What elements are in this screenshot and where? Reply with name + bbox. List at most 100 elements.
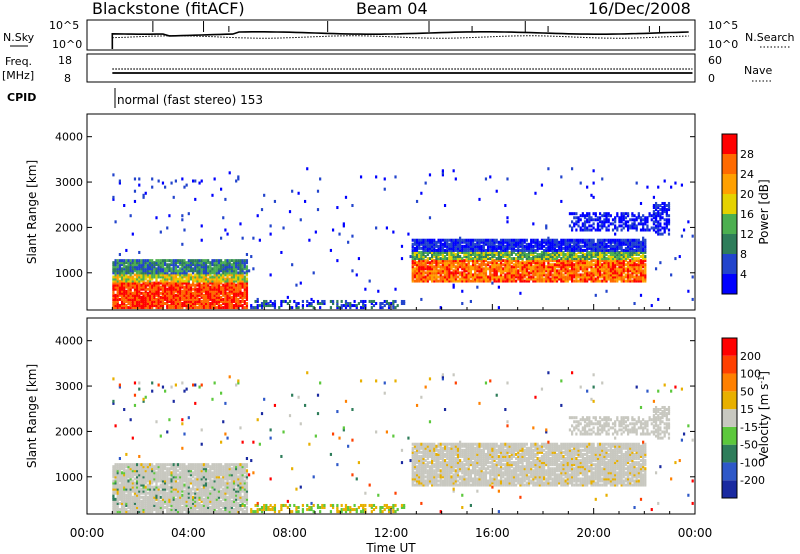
scatter-cell	[635, 218, 638, 222]
scatter-cell	[166, 510, 169, 514]
scatter-cell	[545, 257, 548, 261]
scatter-cell	[140, 481, 143, 485]
scatter-cell	[222, 261, 225, 265]
scatter-cell	[428, 250, 432, 254]
scatter-cell	[639, 250, 643, 254]
scatter-cell	[125, 508, 128, 512]
scatter-cell	[136, 297, 139, 301]
scatter-cell	[131, 267, 134, 271]
scatter-cell	[424, 255, 427, 259]
scatter-cell	[435, 263, 438, 267]
scatter-cell	[172, 304, 175, 308]
scatter-cell	[140, 467, 143, 471]
scatter-cell	[198, 304, 201, 308]
scatter-cell	[543, 271, 546, 275]
scatter-cell	[252, 236, 255, 240]
scatter-cell	[637, 279, 640, 283]
scatter-cell	[620, 246, 623, 250]
scatter-cell	[592, 242, 595, 246]
scatter-cell	[209, 271, 212, 275]
scatter-cell	[581, 277, 584, 281]
scatter-cell	[443, 255, 447, 259]
scatter-cell	[573, 271, 576, 275]
scatter-cell	[146, 263, 149, 267]
scatter-cell	[120, 299, 124, 303]
scatter-cell	[355, 306, 358, 310]
scatter-cell	[566, 261, 569, 265]
scatter-cell	[508, 246, 511, 250]
scatter-cell	[543, 273, 546, 277]
scatter-cell	[114, 304, 117, 308]
scatter-cell	[301, 306, 305, 310]
scatter-cell	[540, 242, 544, 246]
scatter-cell	[586, 253, 589, 257]
scatter-cell	[659, 216, 662, 220]
scatter-cell	[570, 226, 574, 230]
scatter-cell	[534, 261, 537, 265]
scatter-cell	[136, 304, 139, 308]
scatter-cell	[202, 299, 205, 303]
scatter-cell	[133, 269, 137, 273]
scatter-cell	[465, 269, 468, 273]
scatter-cell	[209, 269, 212, 273]
scatter-cell	[142, 485, 145, 489]
scatter-cell	[583, 259, 587, 263]
scatter-cell	[420, 279, 423, 283]
scatter-cell	[605, 250, 608, 254]
scatter-cell	[538, 257, 541, 261]
scatter-cell	[618, 267, 621, 271]
scatter-cell	[575, 248, 578, 252]
scatter-cell	[228, 306, 231, 310]
scatter-cell	[629, 265, 632, 269]
scatter-cell	[426, 273, 429, 277]
scatter-cell	[243, 295, 246, 299]
scatter-cell	[478, 242, 481, 246]
scatter-cell	[204, 279, 208, 283]
scatter-cell	[564, 267, 567, 271]
scatter-cell	[129, 261, 132, 265]
scatter-cell	[618, 277, 621, 281]
scatter-cell	[428, 173, 432, 177]
scatter-cell	[217, 277, 221, 281]
scatter-cell	[200, 273, 203, 277]
scatter-cell	[116, 485, 119, 489]
scatter-cell	[431, 259, 434, 263]
scatter-cell	[161, 501, 165, 505]
scatter-cell	[213, 285, 216, 289]
scatter-cell	[146, 506, 149, 510]
scatter-cell	[491, 253, 494, 257]
scatter-cell	[125, 291, 128, 295]
scatter-cell	[127, 495, 130, 499]
scatter-cell	[521, 242, 524, 246]
scatter-cell	[157, 273, 160, 277]
scatter-cell	[133, 465, 137, 469]
scatter-cell	[570, 267, 574, 271]
scatter-cell	[566, 259, 569, 263]
scatter-cell	[142, 261, 145, 265]
scatter-cell	[174, 295, 177, 299]
scatter-cell	[598, 267, 602, 271]
scatter-cell	[146, 469, 149, 473]
scatter-cell	[527, 267, 531, 271]
scatter-cell	[368, 279, 371, 283]
scatter-cell	[614, 238, 617, 242]
scatter-cell	[118, 383, 121, 387]
scatter-cell	[437, 261, 440, 265]
scatter-cell	[484, 269, 488, 273]
scatter-cell	[224, 287, 227, 291]
scatter-cell	[491, 255, 494, 259]
scatter-cell	[351, 269, 354, 273]
scatter-cell	[626, 265, 630, 269]
scatter-cell	[148, 506, 152, 510]
scatter-cell	[228, 261, 231, 265]
scatter-cell	[213, 304, 216, 308]
scatter-cell	[540, 267, 544, 271]
scatter-cell	[633, 271, 636, 275]
scatter-cell	[189, 283, 193, 287]
scatter-cell	[142, 481, 145, 485]
scatter-cell	[129, 289, 132, 293]
scatter-cell	[166, 495, 169, 499]
scatter-cell	[245, 261, 249, 265]
scatter-cell	[153, 487, 156, 491]
scatter-cell	[469, 246, 472, 250]
